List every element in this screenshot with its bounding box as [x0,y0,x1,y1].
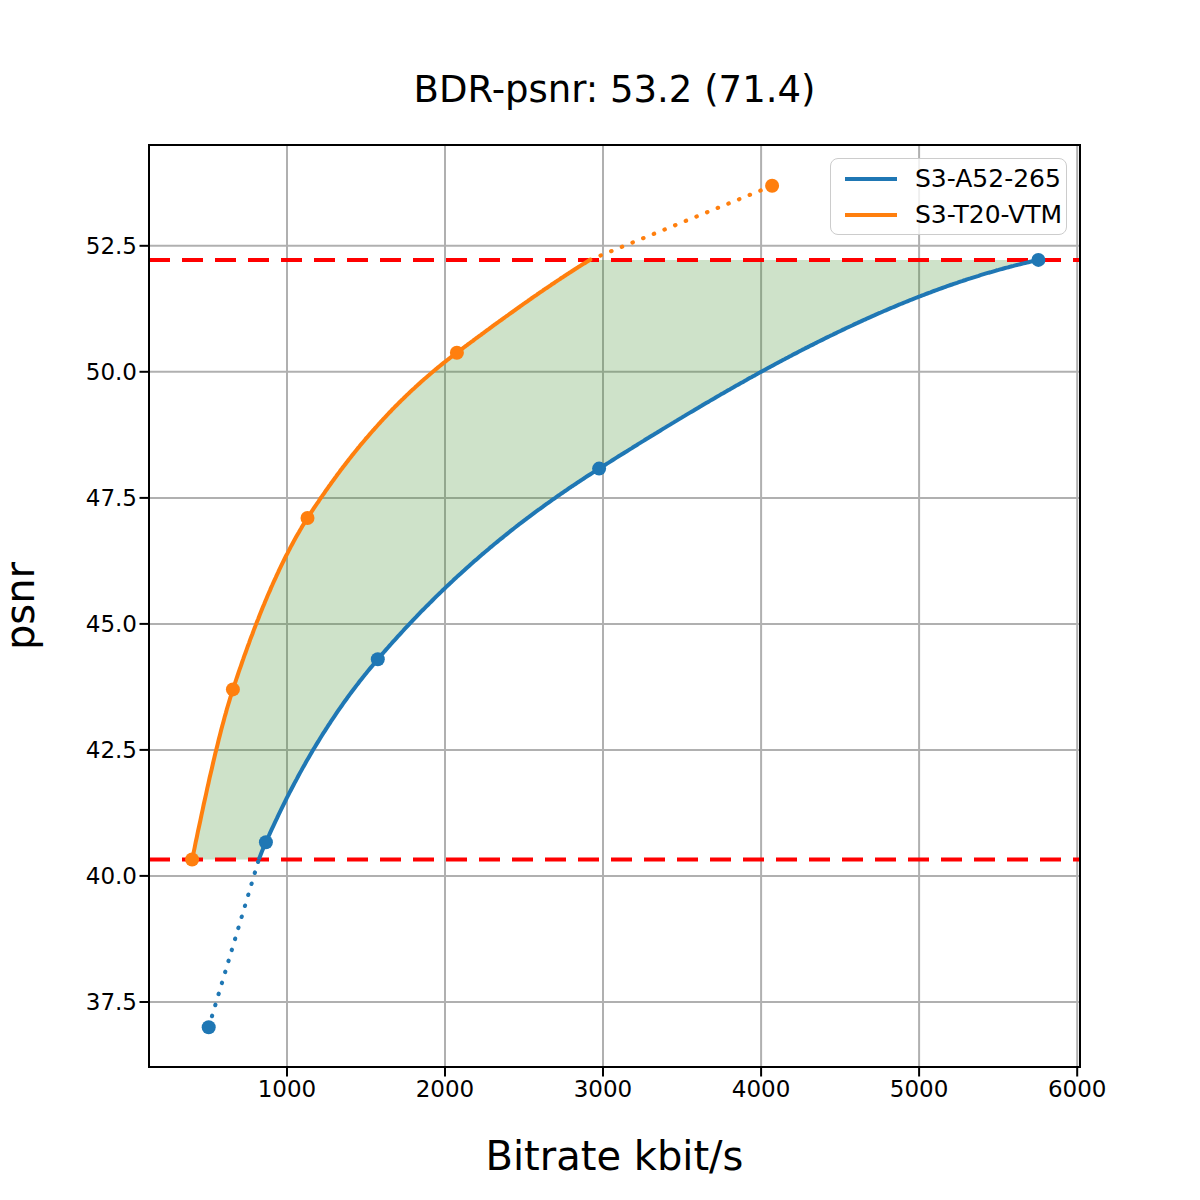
data-point [301,511,315,525]
legend-label-0: S3-A52-265 [915,166,1061,191]
y-axis-label: psnr [0,561,43,650]
y-tick-label: 40.0 [86,863,137,889]
legend-line-sample-1 [845,213,897,217]
data-point [185,853,199,867]
x-tick-label: 5000 [890,1076,949,1102]
x-tick-label: 1000 [258,1076,317,1102]
legend: S3-A52-265 S3-T20-VTM [830,158,1067,235]
data-point [1031,253,1045,267]
figure: psnr 1000 2000 3000 4000 5000 6000 37.5 40.0 42.… [0,0,1200,1200]
data-point [259,835,273,849]
bd-area-fill [192,260,1038,860]
y-tick-label: 52.5 [86,233,137,259]
legend-label-1: S3-T20-VTM [915,202,1062,227]
legend-item: S3-A52-265 [831,165,1066,193]
x-tick-label: 3000 [574,1076,633,1102]
data-point [371,652,385,666]
y-tick-label: 37.5 [86,989,137,1015]
series-curve-s3-t20-vtm [590,186,772,260]
data-point [765,179,779,193]
legend-item: S3-T20-VTM [831,201,1066,229]
data-point [450,346,464,360]
x-tick-label: 2000 [416,1076,475,1102]
chart-title: BDR-psnr: 53.2 (71.4) [149,71,1080,108]
y-tick-label: 42.5 [86,737,137,763]
fill-region [192,260,1038,860]
data-point [226,682,240,696]
x-tick-label: 4000 [732,1076,791,1102]
x-axis-label: Bitrate kbit/s [149,1136,1080,1176]
y-tick-label: 50.0 [86,359,137,385]
y-tick-label: 47.5 [86,485,137,511]
legend-line-sample-0 [845,177,897,181]
y-tick-label: 45.0 [86,611,137,637]
x-tick-label: 6000 [1048,1076,1107,1102]
data-point [592,462,606,476]
data-point [202,1020,216,1034]
